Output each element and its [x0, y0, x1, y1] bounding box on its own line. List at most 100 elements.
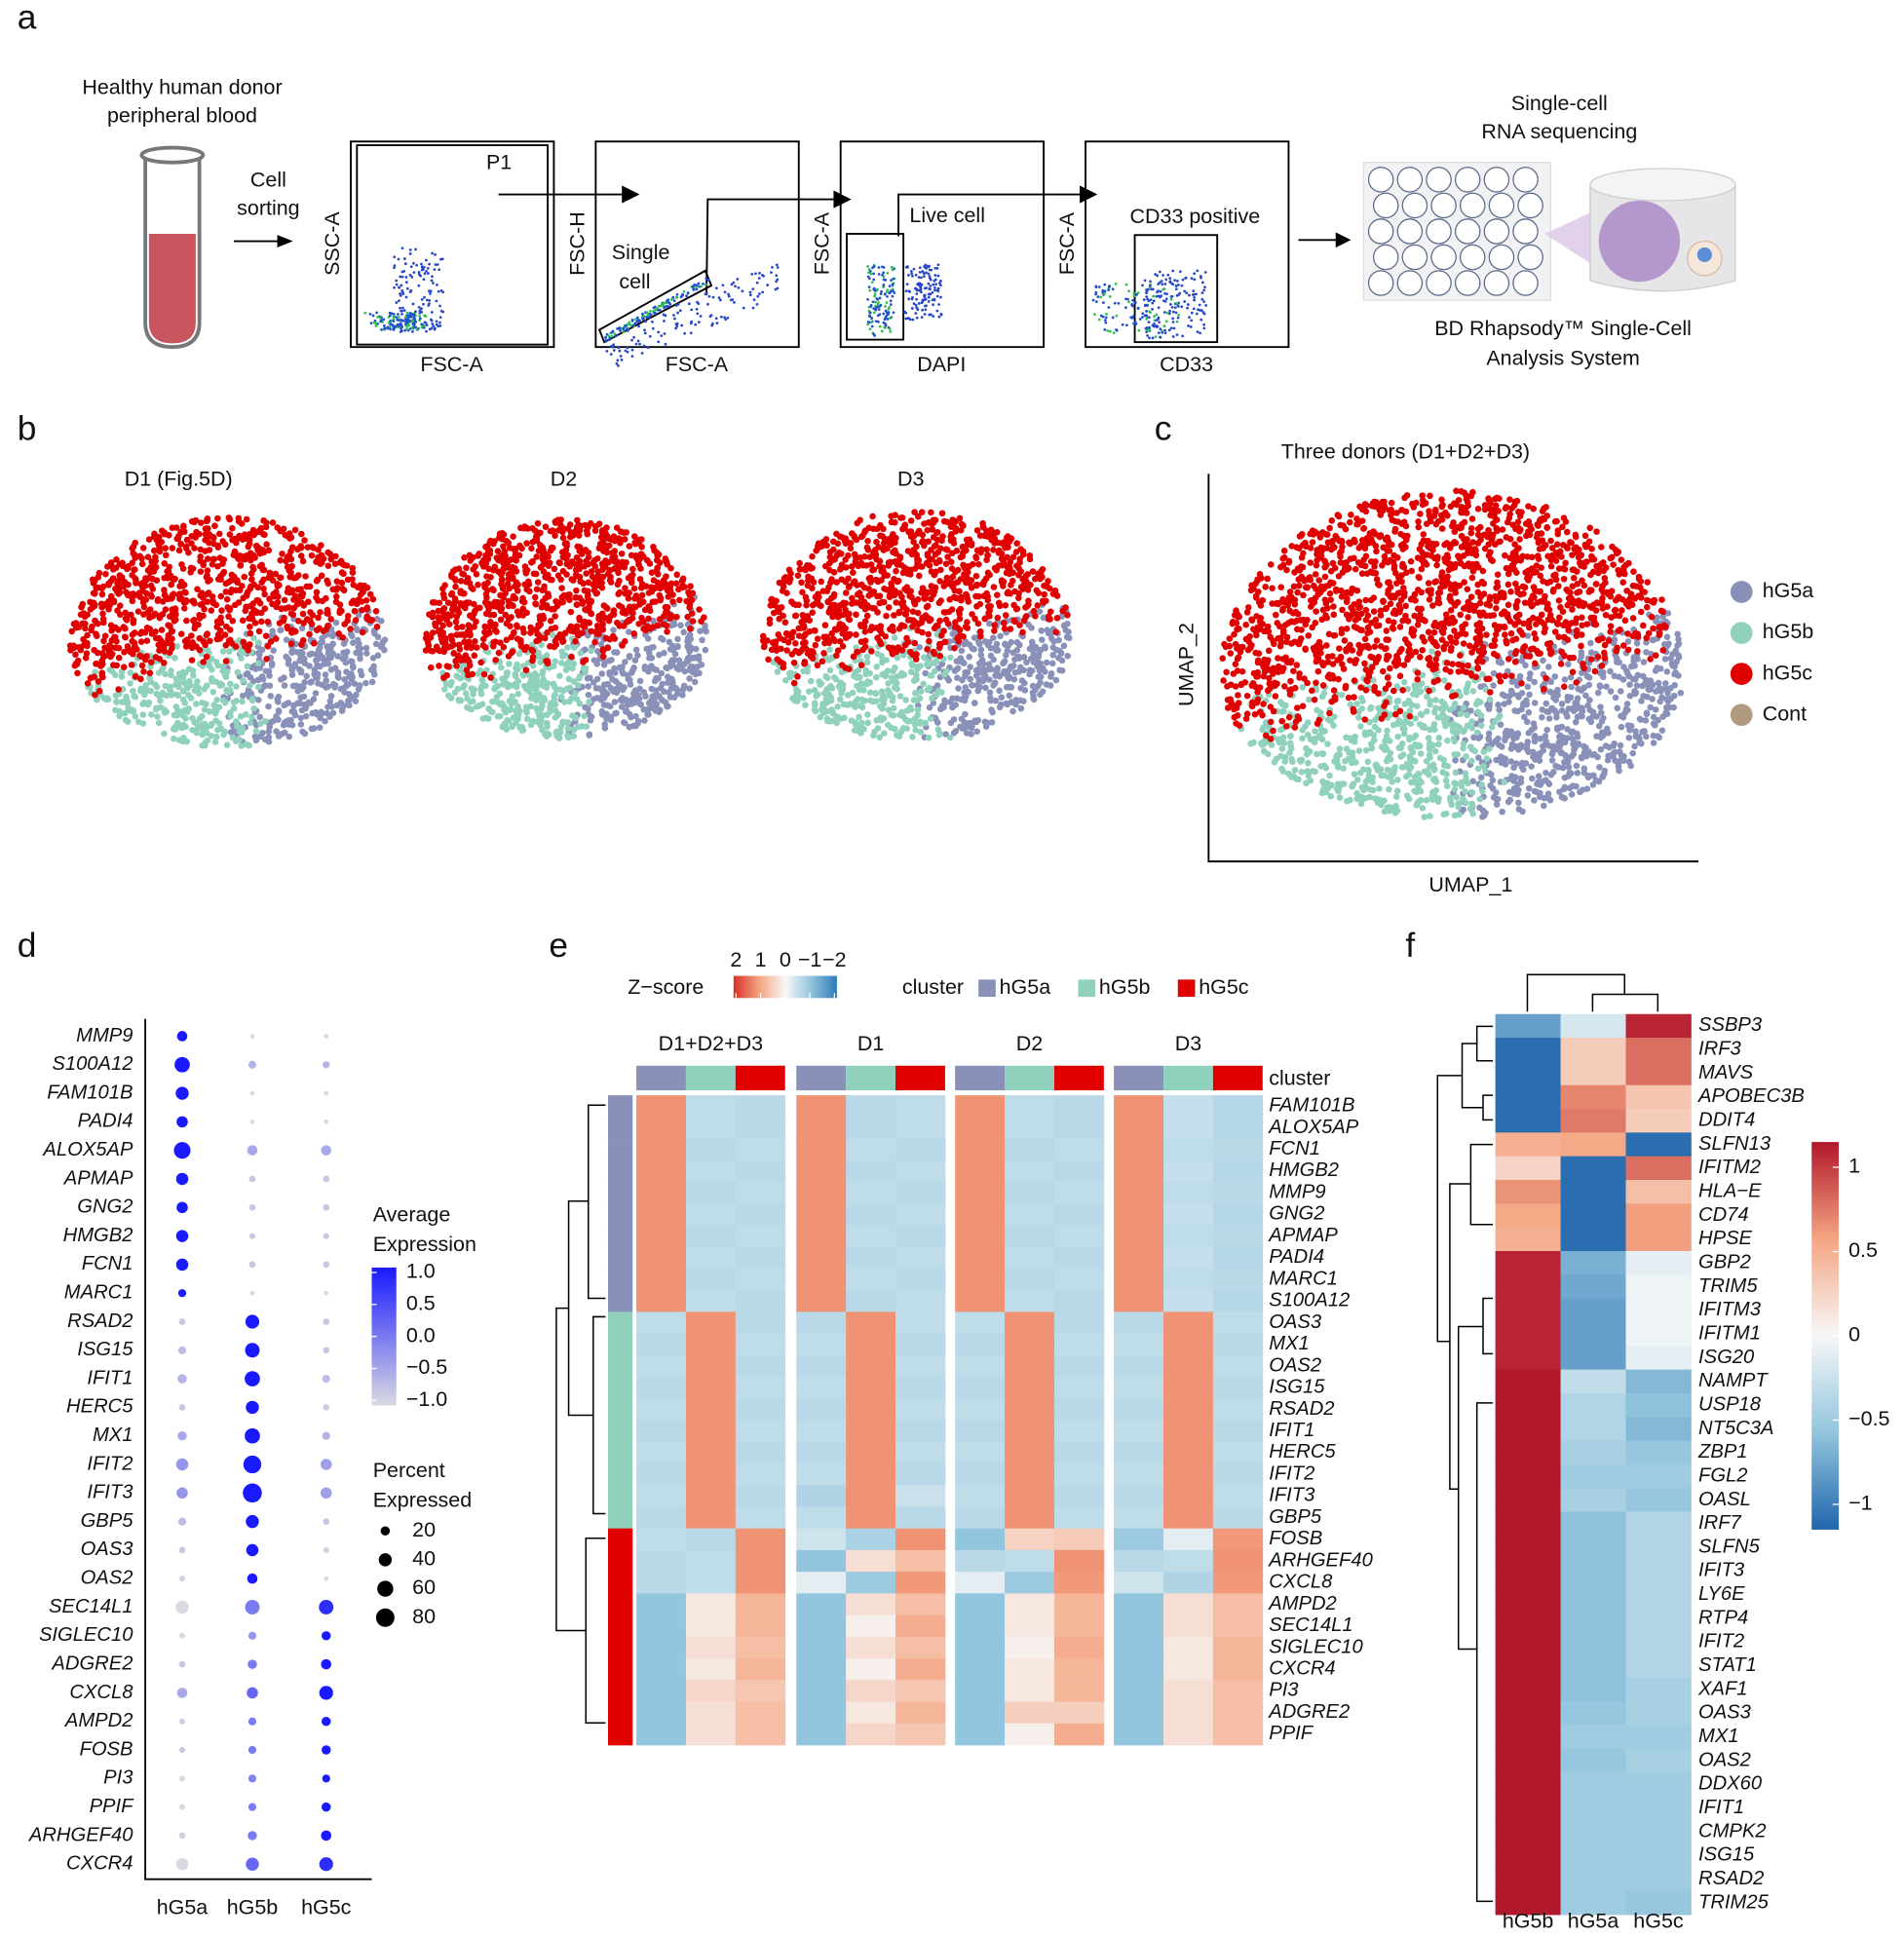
flow-dot — [1167, 312, 1171, 316]
umap-point — [265, 574, 273, 582]
flow-dot — [420, 307, 423, 311]
flow-dot — [1175, 333, 1179, 337]
flow-dot — [1131, 298, 1135, 302]
well — [1483, 218, 1510, 245]
umap-point — [650, 617, 657, 625]
umap-point — [533, 672, 541, 680]
flow-dot — [633, 318, 637, 322]
flow-dot — [1168, 277, 1172, 280]
flow-dot — [1164, 278, 1168, 282]
umap-point — [800, 695, 807, 702]
flow-dot — [649, 313, 653, 317]
flow-dot — [920, 276, 923, 280]
flow-dot — [706, 302, 709, 306]
umap-point — [822, 672, 829, 680]
umap-point — [558, 585, 565, 591]
umap-point — [673, 613, 680, 621]
flow-dot — [615, 361, 619, 365]
umap-point — [632, 646, 640, 654]
umap-point — [632, 722, 639, 730]
umap-point — [591, 638, 598, 646]
umap-point — [1001, 625, 1009, 632]
umap-point — [611, 565, 619, 572]
flow-dot — [911, 274, 914, 278]
flow-dot — [915, 297, 918, 301]
umap-point — [182, 643, 190, 650]
flow-dot — [612, 349, 616, 352]
umap-point — [526, 680, 533, 688]
well — [1396, 167, 1424, 193]
flow-dot — [920, 284, 923, 287]
flow-dot — [1202, 288, 1206, 292]
umap-point — [180, 522, 187, 530]
flow-dot — [1168, 303, 1172, 306]
flow-dot — [391, 323, 394, 326]
flow-dot — [1190, 319, 1194, 323]
umap-point — [341, 689, 348, 696]
umap-point — [613, 649, 621, 656]
umap-point — [355, 596, 362, 603]
umap-point — [459, 624, 466, 630]
umap-point — [602, 691, 610, 698]
flow-dot — [939, 284, 942, 287]
umap-point — [258, 618, 265, 626]
umap-point — [277, 574, 284, 582]
umap-point — [572, 643, 579, 650]
umap-point — [561, 699, 568, 705]
umap-point — [989, 708, 996, 716]
umap-point — [529, 663, 537, 669]
umap-point — [552, 658, 559, 665]
flow-dot — [398, 285, 400, 289]
umap-point — [565, 591, 573, 599]
flow-dot — [400, 284, 403, 287]
umap-point — [451, 595, 459, 602]
umap-point — [1042, 668, 1048, 675]
umap-point — [571, 690, 579, 697]
flow-dot — [415, 263, 419, 267]
umap-point — [564, 551, 571, 559]
umap-point — [254, 584, 262, 591]
flow-dot — [428, 302, 431, 305]
flow-dot — [399, 294, 402, 297]
umap-point — [289, 682, 297, 690]
umap-point — [247, 682, 253, 689]
flow-dot — [1153, 315, 1156, 319]
umap-point — [282, 531, 288, 539]
umap-point — [114, 607, 121, 614]
gate-axis-label: SSC-A — [321, 211, 344, 276]
umap-point — [812, 707, 819, 715]
umap-point — [579, 629, 586, 636]
umap-point — [598, 625, 606, 632]
umap-point — [549, 631, 556, 639]
flow-dot — [400, 309, 402, 313]
flow-dot — [877, 308, 881, 312]
umap-point — [156, 548, 164, 555]
umap-point — [267, 693, 275, 700]
umap-point — [922, 719, 930, 727]
umap-point — [547, 643, 553, 650]
umap-point — [453, 613, 461, 621]
umap-point — [851, 672, 857, 680]
umap-point — [655, 692, 663, 700]
umap-point — [213, 624, 221, 630]
umap-point — [601, 721, 608, 728]
umap-point — [308, 650, 316, 658]
flow-dot — [1202, 326, 1206, 330]
umap-point — [252, 665, 259, 672]
umap-point — [996, 672, 1004, 680]
flow-dot — [672, 299, 676, 303]
gate-label: cell — [619, 270, 650, 293]
umap-point — [598, 707, 606, 715]
umap-point — [92, 617, 98, 625]
umap-point — [616, 623, 624, 629]
umap-point — [290, 702, 297, 709]
umap-point — [497, 616, 505, 624]
umap-point — [197, 568, 205, 575]
umap-point — [324, 562, 332, 570]
flow-dot — [886, 288, 890, 292]
umap-point — [508, 633, 514, 641]
umap-point — [331, 665, 339, 671]
flow-dot — [436, 263, 439, 266]
umap-point — [478, 559, 485, 567]
umap-point — [839, 686, 847, 693]
